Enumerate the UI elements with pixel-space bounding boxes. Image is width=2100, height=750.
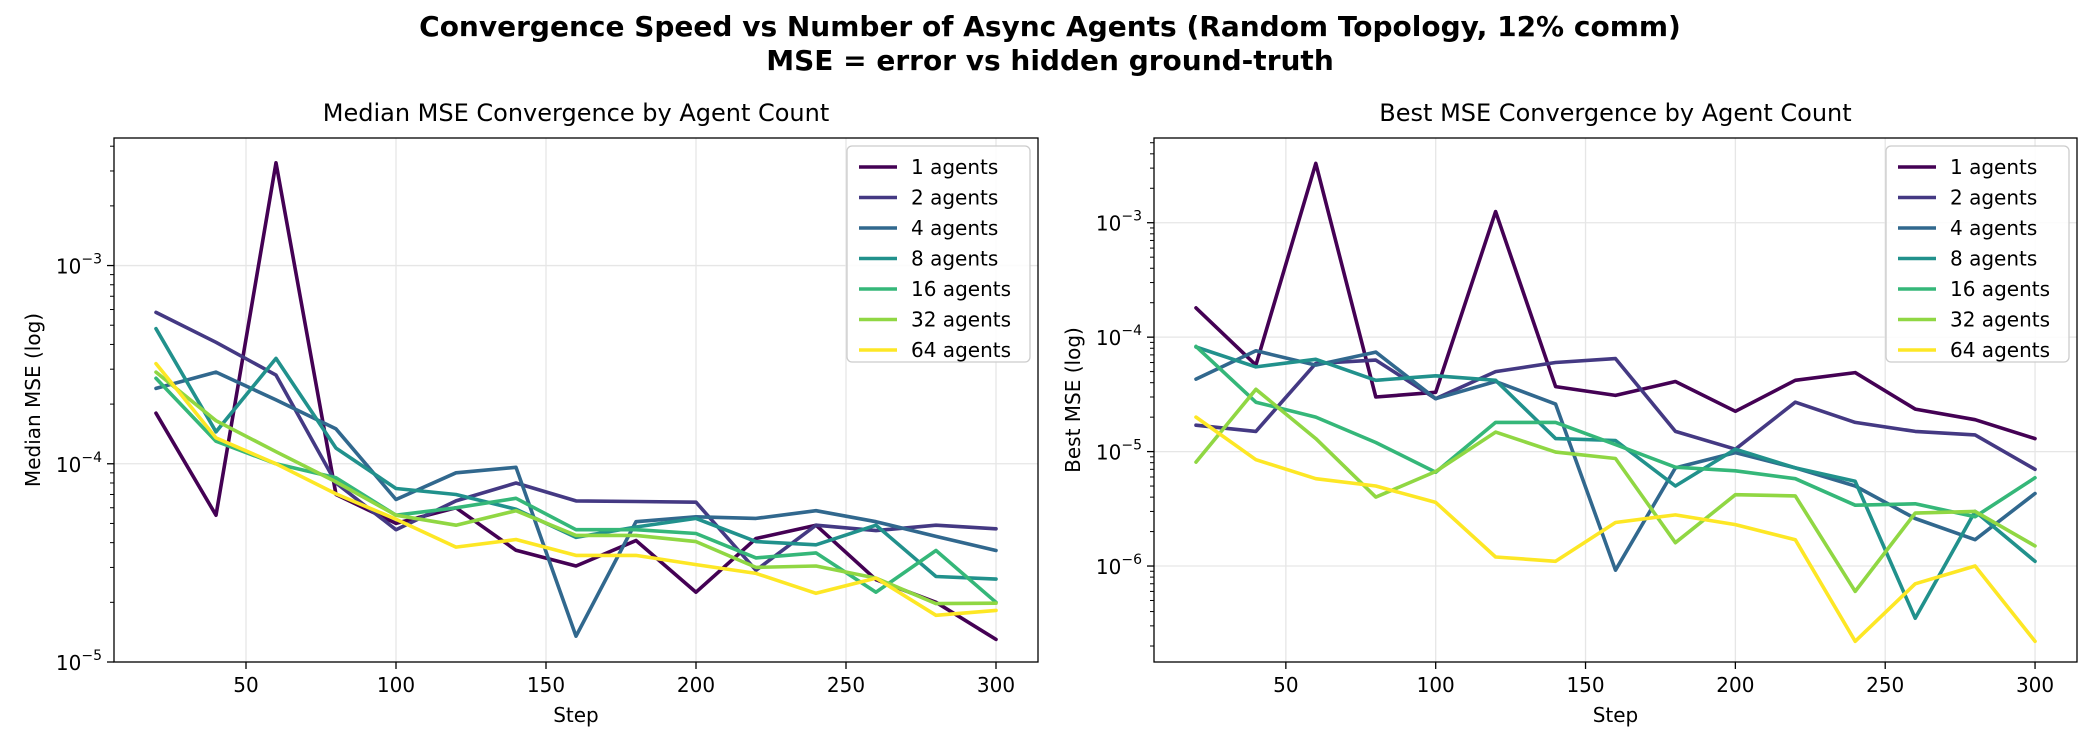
series-line-1-agents — [1194, 161, 2037, 441]
series-line-1-agents — [154, 161, 998, 642]
x-tick-label: 200 — [1716, 673, 1754, 697]
y-axis-label: Median MSE (log) — [21, 313, 45, 487]
series-line-64-agents — [154, 361, 998, 618]
series-line-8-agents — [154, 326, 998, 581]
x-tick-label: 250 — [1866, 673, 1904, 697]
x-tick-label: 100 — [1417, 673, 1455, 697]
legend-label: 1 agents — [1950, 155, 2037, 179]
legend-label: 1 agents — [911, 155, 998, 179]
x-axis-label: Step — [553, 703, 599, 727]
legend: 1 agents 2 agents 4 agents 8 agents 16 agent… — [1885, 145, 2070, 363]
chart-title: Median MSE Convergence by Agent Count — [323, 99, 830, 127]
legend-label: 2 agents — [911, 186, 998, 210]
legend-label: 4 agents — [911, 216, 998, 240]
x-axis-label: Step — [1593, 703, 1639, 727]
series-line-16-agents — [1194, 344, 2037, 519]
series-line-32-agents — [1194, 387, 2037, 594]
x-tick-label: 250 — [827, 673, 865, 697]
legend-label: 2 agents — [1950, 186, 2037, 210]
x-tick-label: 150 — [527, 673, 565, 697]
legend-label: 16 agents — [1950, 277, 2050, 301]
series-line-4-agents — [1194, 348, 2037, 573]
y-tick-label: 10−5 — [56, 648, 102, 675]
y-tick-label: 10−4 — [1096, 323, 1142, 350]
y-tick-label: 10−6 — [1096, 552, 1142, 579]
plot-frame — [113, 137, 1039, 663]
x-tick-label: 200 — [677, 673, 715, 697]
chart-title: Best MSE Convergence by Agent Count — [1379, 99, 1851, 127]
series-line-64-agents — [1194, 415, 2037, 644]
chart-panel-2: 50 100 150 200 250 300 10−6 10−5 10−4 10−3 Best MS… — [1061, 99, 2078, 727]
legend-label: 32 agents — [1950, 308, 2050, 332]
series-line-16-agents — [154, 376, 998, 605]
chart-panel-1: 50 100 150 200 250 300 10−5 10−4 10−3 Median MSE … — [21, 99, 1039, 727]
x-tick-label: 300 — [2016, 673, 2054, 697]
legend: 1 agents 2 agents 4 agents 8 agents 16 agent… — [846, 145, 1031, 363]
x-tick-label: 300 — [977, 673, 1015, 697]
legend-label: 8 agents — [1950, 247, 2037, 271]
y-axis-label: Best MSE (log) — [1061, 327, 1085, 473]
legend-label: 16 agents — [911, 277, 1011, 301]
legend-label: 64 agents — [1950, 338, 2050, 362]
series-line-32-agents — [154, 370, 998, 606]
x-tick-label: 100 — [377, 673, 415, 697]
legend-label: 32 agents — [911, 308, 1011, 332]
plot-frame — [1153, 137, 2078, 663]
y-tick-label: 10−3 — [1096, 209, 1142, 236]
y-tick-label: 10−5 — [1096, 438, 1142, 465]
y-tick-label: 10−4 — [56, 450, 102, 477]
x-tick-label: 50 — [233, 673, 258, 697]
legend-box — [1885, 145, 2070, 363]
series-line-4-agents — [154, 370, 998, 639]
legend-box — [846, 145, 1031, 363]
legend-label: 8 agents — [911, 247, 998, 271]
legend-label: 4 agents — [1950, 216, 2037, 240]
figure-title: Convergence Speed vs Number of Async Age… — [419, 10, 1681, 43]
figure-subtitle: MSE = error vs hidden ground-truth — [766, 44, 1334, 77]
series-line-8-agents — [1194, 345, 2037, 621]
y-tick-label: 10−3 — [56, 252, 102, 279]
x-tick-label: 50 — [1273, 673, 1298, 697]
series-line-2-agents — [1194, 356, 2037, 472]
x-tick-label: 150 — [1566, 673, 1604, 697]
legend-label: 64 agents — [911, 338, 1011, 362]
